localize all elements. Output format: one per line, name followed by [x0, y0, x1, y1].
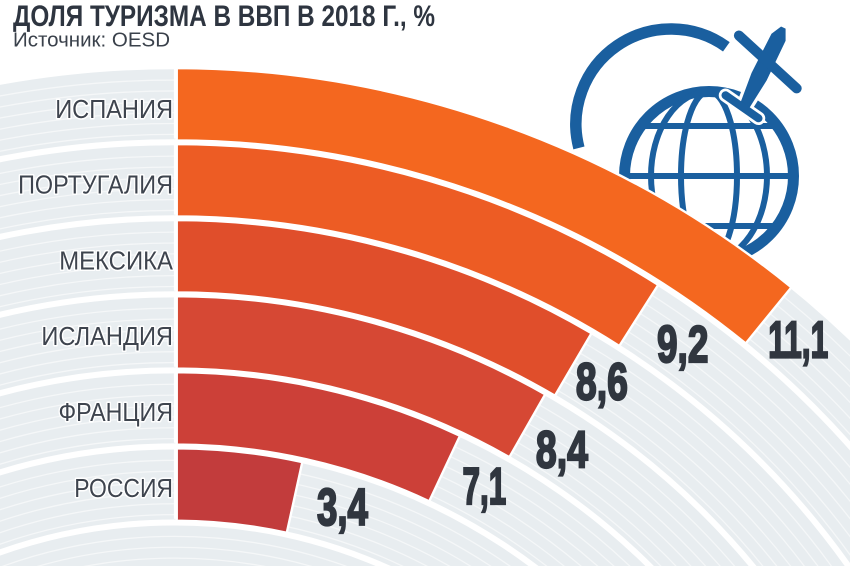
- svg-text:8,6: 8,6: [576, 353, 628, 411]
- svg-text:Источник: OESD: Источник: OESD: [13, 29, 170, 52]
- svg-text:3,4: 3,4: [317, 479, 368, 537]
- svg-text:ПОРТУГАЛИЯ: ПОРТУГАЛИЯ: [18, 170, 173, 200]
- svg-text:7,1: 7,1: [463, 458, 507, 516]
- svg-text:ИСПАНИЯ: ИСПАНИЯ: [55, 94, 173, 124]
- svg-text:ФРАНЦИЯ: ФРАНЦИЯ: [59, 397, 174, 427]
- svg-text:11,1: 11,1: [768, 312, 828, 370]
- svg-text:9,2: 9,2: [657, 316, 708, 374]
- svg-text:8,4: 8,4: [536, 421, 588, 479]
- svg-text:МЕКСИКА: МЕКСИКА: [59, 245, 173, 275]
- svg-text:ДОЛЯ ТУРИЗМА В ВВП В 2018 Г.,: ДОЛЯ ТУРИЗМА В ВВП В 2018 Г., %: [13, 0, 435, 33]
- svg-text:РОССИЯ: РОССИЯ: [74, 473, 173, 503]
- svg-text:ИСЛАНДИЯ: ИСЛАНДИЯ: [41, 321, 173, 351]
